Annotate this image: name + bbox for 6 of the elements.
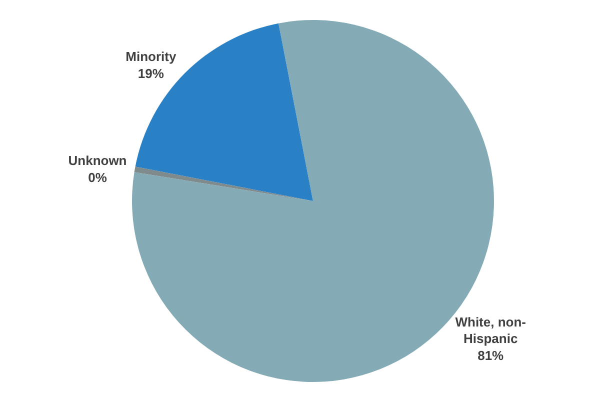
- data-label: 0%: [88, 170, 108, 185]
- slice-label: Unknown: [68, 152, 127, 168]
- slice-label: White, non-Hispanic: [455, 314, 526, 346]
- slice-label: Minority: [126, 49, 177, 64]
- data-label: 81%: [478, 348, 504, 364]
- data-label: 19%: [138, 66, 164, 82]
